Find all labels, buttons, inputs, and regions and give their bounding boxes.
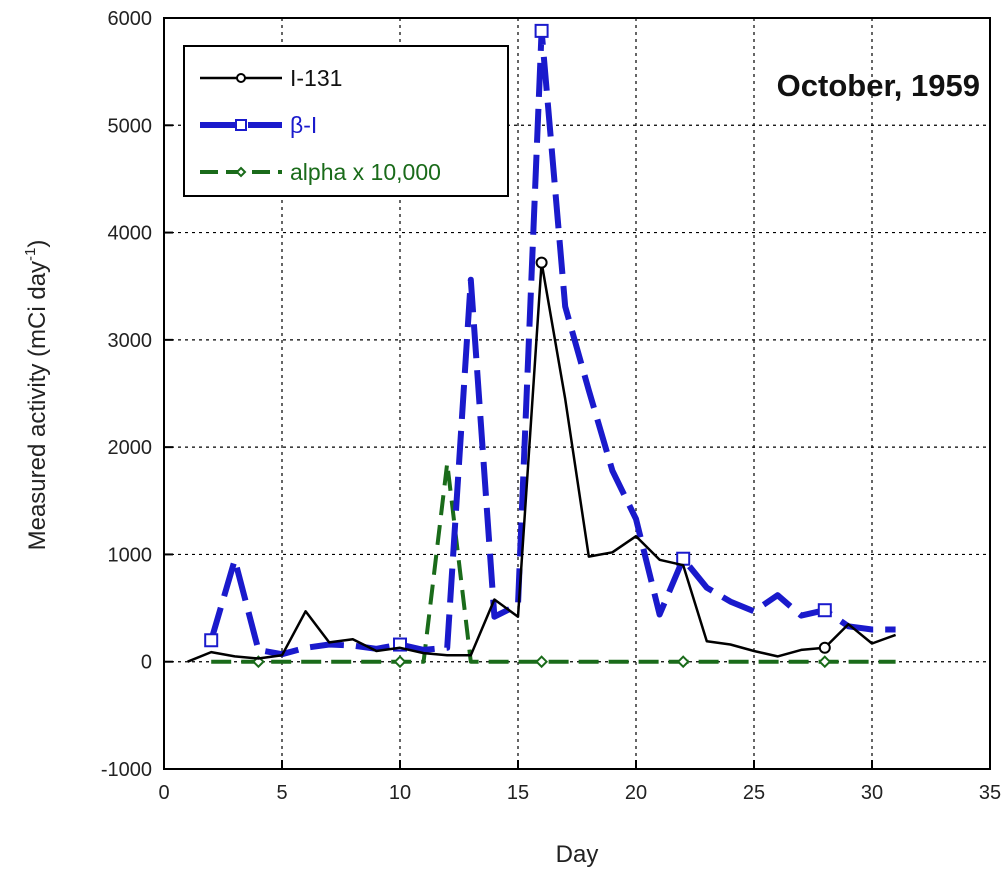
legend-items: I-131 β-I alpha x 10,000 <box>200 65 441 185</box>
legend-marker-0 <box>236 73 246 83</box>
data-point-0 <box>535 256 548 269</box>
y-tick-label: -1000 <box>101 759 152 781</box>
y-axis-title-close: ) <box>24 240 51 248</box>
legend-label-1: β-I <box>290 112 317 138</box>
data-point-0 <box>818 641 831 654</box>
data-point-1 <box>534 23 549 38</box>
y-tick-label: 4000 <box>108 223 153 245</box>
axis-ticks: 0 5 10 15 20 25 30 35 -1000 0 1000 2000 3000 4000 5000… <box>101 8 1001 804</box>
data-point-1 <box>204 633 219 648</box>
y-tick-label: 6000 <box>108 8 153 30</box>
chart-annotation: October, 1959 <box>777 68 980 103</box>
x-tick-label: 25 <box>743 782 765 804</box>
y-axis-title-main: Measured activity (mCi day <box>24 261 51 550</box>
y-axis-title: Measured activity (mCi day-1) <box>22 240 51 551</box>
y-tick-label: 1000 <box>108 544 153 566</box>
y-tick-label: 5000 <box>108 115 153 137</box>
data-point-2 <box>676 655 690 669</box>
series-line-1 <box>208 27 896 658</box>
series-1 <box>204 23 896 658</box>
x-tick-label: 10 <box>389 782 411 804</box>
plot-frame <box>163 17 991 770</box>
legend-label-0: I-131 <box>290 65 342 91</box>
y-tick-label: 3000 <box>108 330 153 352</box>
x-axis-title: Day <box>556 841 599 868</box>
legend-marker-2 <box>235 166 247 178</box>
data-point-2 <box>818 655 832 669</box>
x-tick-label: 20 <box>625 782 647 804</box>
y-tick-label: 0 <box>141 652 152 674</box>
x-tick-label: 30 <box>861 782 883 804</box>
x-tick-label: 15 <box>507 782 529 804</box>
x-tick-label: 5 <box>276 782 287 804</box>
x-tick-label: 35 <box>979 782 1001 804</box>
legend-marker-1 <box>235 119 247 131</box>
y-axis-title-superscript: -1 <box>22 248 39 261</box>
legend: I-131 β-I alpha x 10,000 <box>183 45 509 197</box>
x-tick-label: 0 <box>158 782 169 804</box>
series-line-2 <box>211 461 896 664</box>
series-lines <box>187 23 897 669</box>
data-point-1 <box>676 551 691 566</box>
data-point-2 <box>393 655 407 669</box>
y-tick-label: 2000 <box>108 437 153 459</box>
data-point-2 <box>535 655 549 669</box>
legend-label-2: alpha x 10,000 <box>290 159 441 185</box>
data-point-1 <box>817 603 832 618</box>
series-0 <box>187 256 897 663</box>
